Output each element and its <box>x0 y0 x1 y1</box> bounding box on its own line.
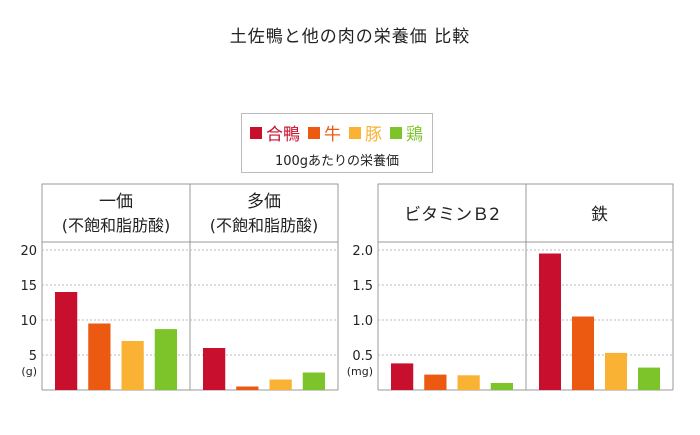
bar-0-1-0 <box>203 348 226 390</box>
y-tick-label: 15 <box>20 279 37 294</box>
group-header-line1: 一価 <box>99 192 133 212</box>
bar-0-0-2 <box>121 341 144 390</box>
bar-0-1-3 <box>302 372 325 390</box>
bar-1-0-2 <box>457 375 480 390</box>
bar-1-0-0 <box>391 363 414 390</box>
y-unit-label: (g) <box>21 365 37 378</box>
legend-swatch <box>349 126 361 139</box>
group-header-label: ビタミンＢ2 <box>404 205 500 225</box>
legend-label: 牛 <box>324 125 341 145</box>
legend-swatch <box>250 126 262 139</box>
legend-item-aigamo: 合鴨 <box>250 120 300 145</box>
y-tick-label: 0.5 <box>352 349 373 364</box>
legend-item-chicken: 鶏 <box>390 120 423 145</box>
legend-label: 鶏 <box>406 125 423 145</box>
bar-1-1-3 <box>638 367 660 390</box>
legend-label: 合鴨 <box>266 125 300 145</box>
legend-note: 100gあたりの栄養価 <box>274 154 400 169</box>
y-tick-label: 1.5 <box>352 279 373 294</box>
y-tick-label: 1.0 <box>352 314 373 329</box>
bar-0-1-1 <box>236 386 259 390</box>
legend-swatch <box>308 126 320 139</box>
legend: 合鴨 牛 豚 鶏 100gあたりの栄養価 <box>241 113 433 173</box>
bar-0-0-0 <box>55 292 78 390</box>
legend-item-beef: 牛 <box>308 120 341 145</box>
legend-items: 合鴨 牛 豚 鶏 <box>250 120 431 145</box>
bar-1-1-1 <box>572 316 594 390</box>
bar-0-1-2 <box>269 379 292 390</box>
group-header-line2: (不飽和脂肪酸) <box>62 216 171 235</box>
chart-title: 土佐鴨と他の肉の栄養価 比較 <box>229 27 471 47</box>
bar-0-0-1 <box>88 323 111 390</box>
bar-0-0-3 <box>154 329 177 390</box>
y-tick-label: 10 <box>20 314 37 329</box>
legend-label: 豚 <box>365 125 382 145</box>
group-header-label: 鉄 <box>591 205 608 225</box>
group-header-line2: (不飽和脂肪酸) <box>210 216 319 235</box>
group-header-line1: 多価 <box>247 192 281 212</box>
y-unit-label: (mg) <box>347 365 373 378</box>
bar-1-0-1 <box>424 374 447 390</box>
legend-item-pork: 豚 <box>349 120 382 145</box>
bar-1-1-0 <box>539 253 561 390</box>
y-tick-label: 5 <box>29 349 37 364</box>
legend-swatch <box>390 126 402 139</box>
bar-1-1-2 <box>605 352 627 390</box>
y-tick-label: 20 <box>20 244 37 259</box>
bar-1-0-3 <box>490 383 513 390</box>
y-tick-label: 2.0 <box>352 244 373 259</box>
